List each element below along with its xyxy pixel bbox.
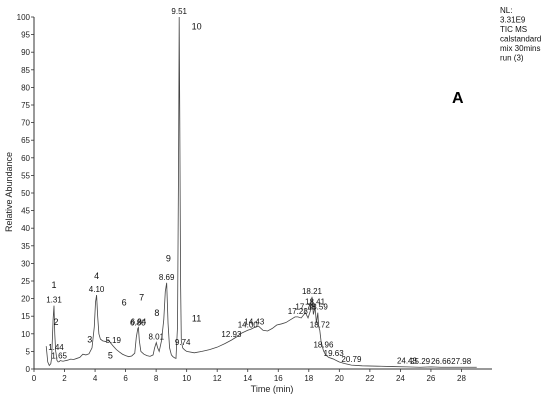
peak-rt-label: 14.43	[244, 317, 265, 326]
y-tick-label: 10	[21, 330, 30, 339]
x-tick-label: 6	[123, 374, 128, 383]
info-line: mix 30mins	[500, 44, 540, 53]
peak-rt-label: 17.78	[295, 303, 316, 312]
compound-number: 2	[53, 317, 58, 327]
x-axis-title: Time (min)	[251, 384, 294, 394]
y-tick-label: 35	[21, 242, 30, 251]
compound-number: 10	[192, 21, 202, 31]
peak-rt-label: 9.51	[171, 7, 187, 16]
y-tick-label: 55	[21, 171, 30, 180]
peak-rt-label: 17.28	[288, 307, 309, 316]
compound-number: 9	[166, 254, 171, 264]
compound-number: 6	[122, 298, 127, 308]
peak-rt-label: 1.65	[51, 352, 67, 361]
y-axis-title: Relative Abundance	[4, 152, 14, 232]
plot-area: 0510152025303540455055606570758085909510…	[17, 7, 492, 383]
y-tick-label: 5	[26, 347, 31, 356]
peak-rt-label: 25.29	[410, 357, 431, 366]
compound-number: 3	[87, 335, 92, 345]
peak-rt-label: 20.79	[341, 355, 362, 364]
peak-rt-label: 6.84	[131, 317, 147, 326]
peak-rt-label: 6.80	[130, 319, 146, 328]
peak-rt-label: 1.44	[48, 343, 64, 352]
x-axis-ticks: 0 2 4 6 8 10 12 14 16 18 20 22 24 26 28	[32, 369, 466, 383]
y-tick-label: 95	[21, 31, 30, 40]
y-axis-ticks: 0 5 10 15 20 25 30 35 40 45 50 55 60 65 70 75 80 85 90 95 10…	[17, 13, 34, 374]
y-tick-label: 70	[21, 119, 30, 128]
compound-number: 1	[51, 280, 56, 290]
info-line: run (3)	[500, 54, 524, 63]
peak-rt-label: 18.59	[308, 303, 329, 312]
x-tick-label: 18	[304, 374, 313, 383]
x-tick-label: 8	[154, 374, 159, 383]
info-line: calstandard	[500, 35, 541, 44]
y-tick-label: 100	[17, 13, 31, 22]
peak-rt-label: 8.69	[159, 273, 175, 282]
x-tick-label: 0	[32, 374, 37, 383]
compound-number: 4	[94, 271, 99, 281]
x-tick-label: 22	[365, 374, 374, 383]
peak-rt-label: 24.43	[397, 357, 418, 366]
y-tick-label: 40	[21, 224, 30, 233]
x-tick-label: 16	[274, 374, 283, 383]
x-tick-label: 4	[93, 374, 98, 383]
x-tick-label: 2	[62, 374, 67, 383]
y-tick-label: 90	[21, 48, 30, 57]
peak-rt-label: 19.63	[324, 349, 345, 358]
y-tick-label: 85	[21, 66, 30, 75]
y-tick-label: 20	[21, 295, 30, 304]
peak-rt-label: 26.66	[431, 357, 452, 366]
tic-trace-line	[45, 16, 477, 368]
info-line: TIC MS	[500, 25, 527, 34]
peak-rt-label: 27.98	[451, 357, 472, 366]
peak-rt-label: 18.96	[313, 341, 334, 350]
peak-rt-label: 18.72	[310, 320, 331, 329]
y-tick-label: 30	[21, 259, 30, 268]
compound-number: 7	[139, 292, 144, 302]
compound-number: 11	[192, 313, 201, 323]
peak-labels: 1.31 1.441.65 4.10 5.19 6.806.848.01 8.69 9.51…	[46, 7, 472, 366]
x-tick-label: 20	[335, 374, 344, 383]
peak-rt-label: 12.93	[221, 330, 242, 339]
y-tick-label: 60	[21, 154, 30, 163]
info-line: 3.31E9	[500, 16, 526, 25]
peak-rt-label: 1.31	[46, 296, 62, 305]
peak-rt-label: 14.00	[238, 320, 259, 329]
x-tick-label: 14	[243, 374, 252, 383]
y-tick-label: 45	[21, 207, 30, 216]
y-tick-label: 15	[21, 312, 30, 321]
compound-number-labels: 1 2 3 4 5 6 78 9 10 11	[51, 21, 201, 360]
compound-number: 5	[108, 350, 113, 360]
peak-rt-label: 9.74	[175, 338, 191, 347]
x-tick-label: 12	[213, 374, 222, 383]
y-tick-label: 80	[21, 83, 30, 92]
peak-rt-label: 4.10	[89, 285, 105, 294]
peak-rt-label: 8.01	[148, 333, 164, 342]
y-tick-label: 50	[21, 189, 30, 198]
x-tick-label: 28	[457, 374, 466, 383]
panel-label: A	[452, 90, 464, 107]
y-tick-label: 0	[26, 365, 31, 374]
peak-rt-label: 18.41	[305, 297, 326, 306]
compound-number: 8	[154, 308, 159, 318]
peak-rt-label: 18.21	[302, 287, 323, 296]
x-tick-label: 24	[396, 374, 405, 383]
y-tick-label: 65	[21, 136, 30, 145]
y-tick-label: 25	[21, 277, 30, 286]
y-tick-label: 75	[21, 101, 30, 110]
x-tick-label: 26	[426, 374, 435, 383]
info-line: NL:	[500, 6, 512, 15]
x-tick-label: 10	[182, 374, 191, 383]
peak-rt-label: 5.19	[105, 336, 121, 345]
